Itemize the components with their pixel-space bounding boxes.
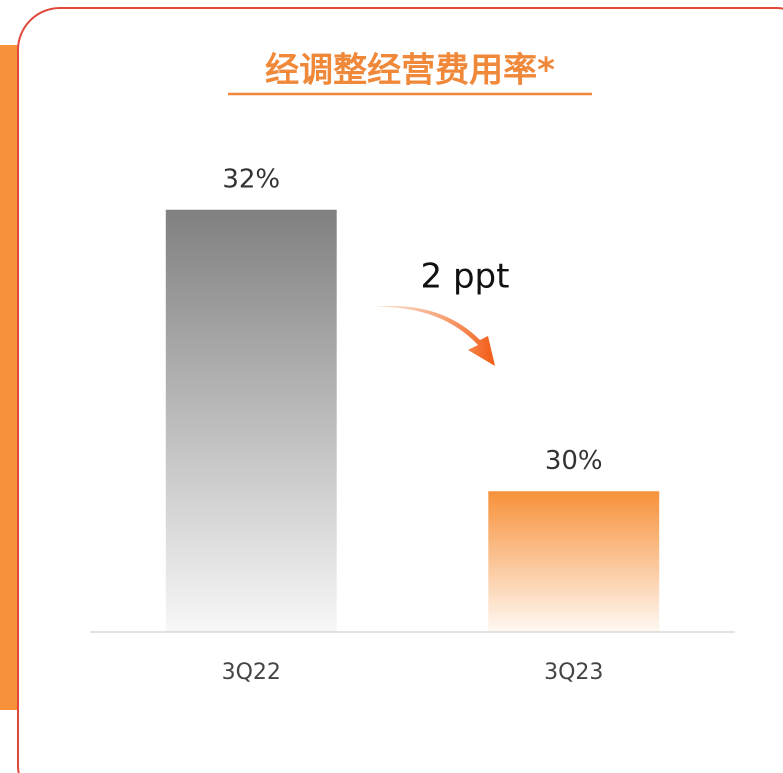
annotation: 2 ppt	[421, 257, 510, 297]
x-tick-label: 3Q22	[222, 660, 281, 685]
side-strip	[0, 45, 20, 710]
chart-title: 经调整经营费用率*	[265, 51, 555, 91]
x-tick-label: 3Q23	[544, 660, 603, 685]
value-label: 32%	[222, 164, 280, 194]
trend-arrow	[372, 305, 495, 366]
bar	[165, 209, 337, 632]
bar	[488, 491, 660, 632]
value-label: 30%	[545, 446, 603, 476]
card	[17, 7, 783, 773]
